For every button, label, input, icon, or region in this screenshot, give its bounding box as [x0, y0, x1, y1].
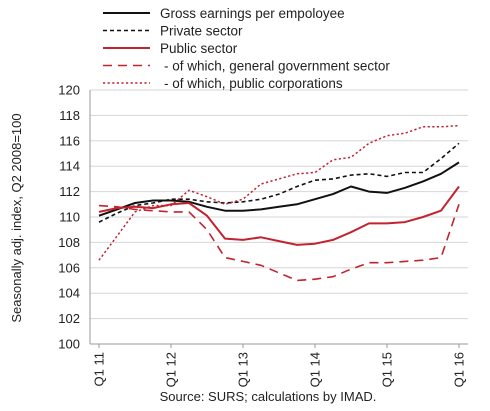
y-tick-label: 102: [58, 311, 80, 326]
y-tick-label: 118: [59, 108, 80, 123]
legend-label-1: Gross earnings per empoloyee: [160, 6, 345, 21]
y-axis-label: Seasonally adj. index, Q2 2008=100: [9, 113, 24, 322]
x-tick-label: Q1 11: [92, 352, 107, 386]
source-note: Source: SURS; calculations by IMAD.: [160, 389, 377, 404]
legend: Gross earnings per empoloyee Private sect…: [103, 6, 390, 91]
y-tick-label: 106: [58, 260, 80, 275]
y-tick-label: 104: [58, 286, 80, 301]
legend-label-5: - of which, public corporations: [164, 76, 343, 91]
x-tick-label: Q1 15: [380, 352, 395, 387]
x-tick-label: Q1 16: [452, 352, 467, 387]
y-tick-label: 112: [59, 184, 80, 199]
y-tick-label: 100: [58, 337, 80, 352]
x-tick-label: Q1 12: [164, 352, 179, 387]
axes: 100 102 104 106 108 110 112 114 116 118 120 Q1 11 Q1…: [58, 83, 468, 387]
y-tick-label: 120: [58, 83, 80, 98]
legend-label-4: - of which, general government sector: [164, 59, 390, 74]
series-lines: [98, 124, 460, 282]
series-line-5: [98, 124, 460, 261]
legend-label-3: Public sector: [160, 41, 238, 56]
legend-label-2: Private sector: [160, 24, 243, 39]
y-tick-label: 116: [59, 133, 80, 148]
y-tick-label: 108: [58, 235, 80, 250]
series-line-2: [98, 142, 460, 223]
series-line-3: [98, 185, 460, 246]
y-tick-label: 114: [59, 159, 80, 174]
x-tick-label: Q1 13: [236, 352, 251, 387]
series-line-4: [98, 204, 460, 282]
gridlines: [90, 89, 468, 320]
x-tick-label: Q1 14: [308, 352, 323, 387]
y-tick-label: 110: [59, 210, 80, 225]
series-line-1: [98, 161, 460, 217]
